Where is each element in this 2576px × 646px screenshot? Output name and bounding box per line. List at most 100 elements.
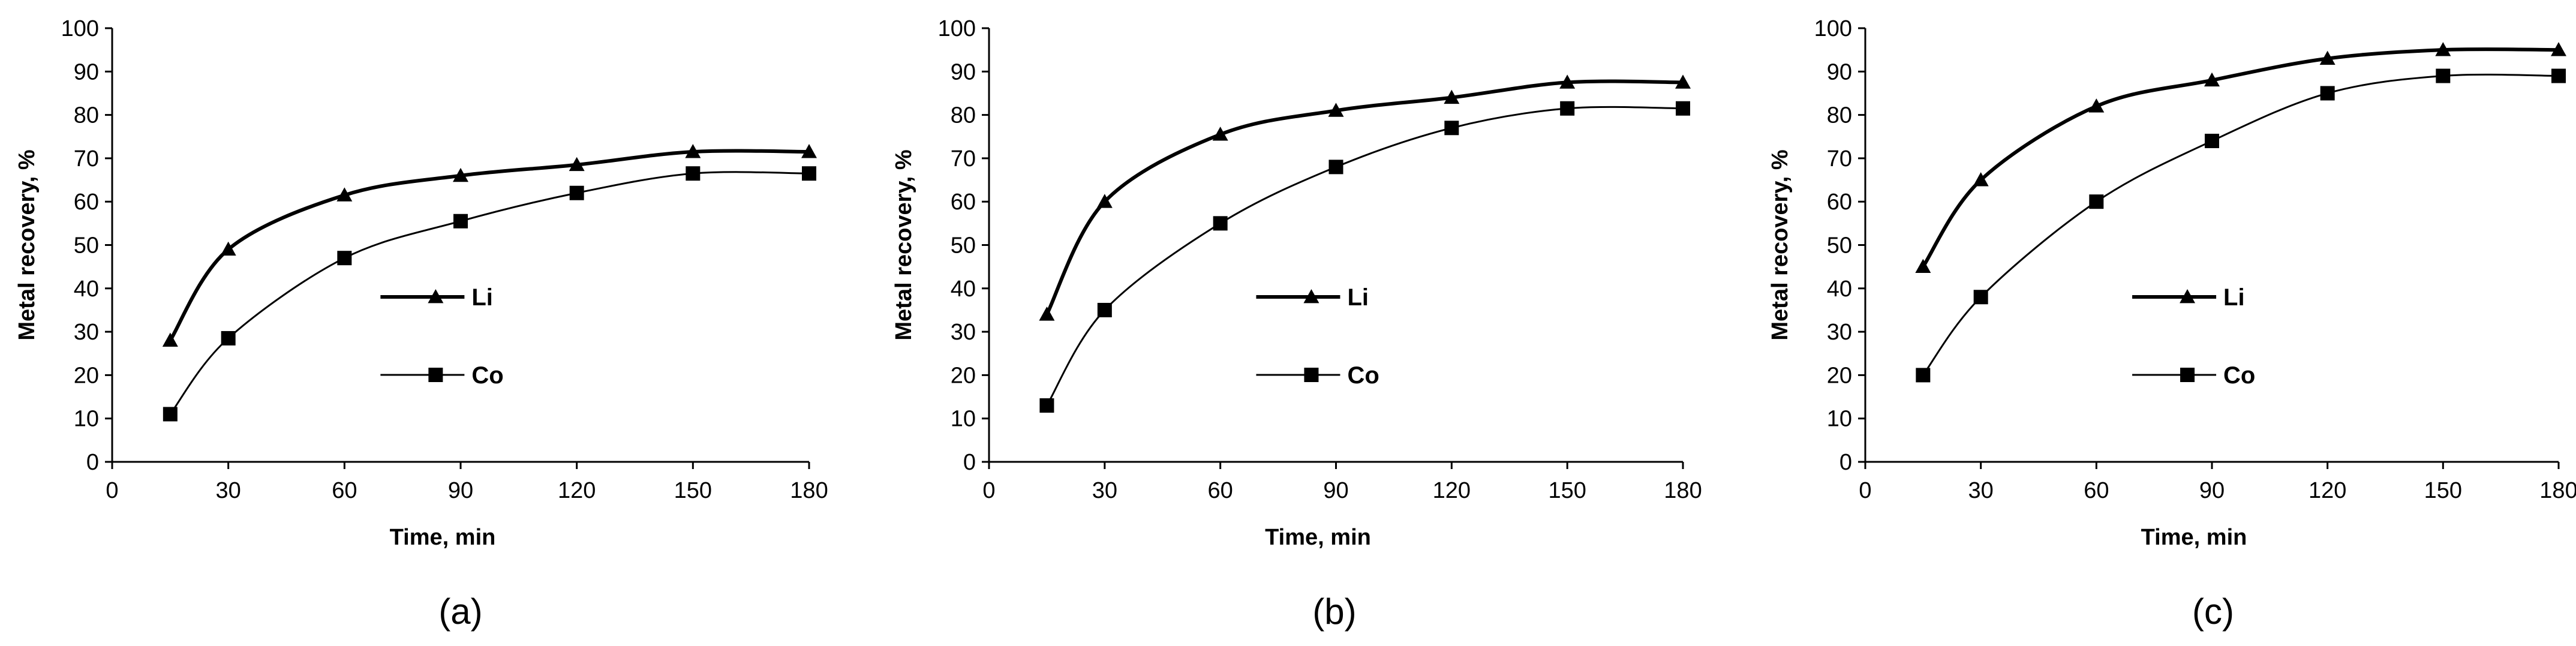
x-axis-label: Time, min <box>2141 525 2247 550</box>
legend-label-li: Li <box>471 284 493 311</box>
data-point-li <box>1559 74 1576 89</box>
y-tick-label: 20 <box>74 363 99 388</box>
data-point-co <box>2551 68 2566 83</box>
x-tick-label: 150 <box>1548 478 1586 503</box>
x-tick-label: 30 <box>1092 478 1117 503</box>
panel-caption: (b) <box>1312 591 1356 632</box>
data-point-li <box>162 332 178 347</box>
data-point-co <box>1039 398 1054 413</box>
series-line-co <box>1045 106 1684 407</box>
chart-panel-c: 0 10 20 30 40 50 60 70 80 90 100 0 30 60 90 120 150 180 Ti… <box>1768 16 2576 632</box>
data-point-co <box>163 407 178 422</box>
y-tick-label: 100 <box>61 16 99 41</box>
legend-marker-co <box>428 368 443 382</box>
data-point-co <box>337 251 352 266</box>
data-point-li <box>1212 127 1228 141</box>
y-tick-label: 0 <box>963 450 976 475</box>
data-point-li <box>1328 103 1344 117</box>
data-point-li <box>1675 74 1691 89</box>
series-line-co <box>1922 73 2560 376</box>
data-point-co <box>1676 101 1690 116</box>
series-line-li <box>1045 79 1685 317</box>
x-tick-label: 120 <box>1433 478 1471 503</box>
y-tick-label: 100 <box>938 16 976 41</box>
panel-caption: (c) <box>2192 591 2234 632</box>
y-tick-label: 20 <box>1827 363 1852 388</box>
y-tick-label: 0 <box>1839 450 1852 475</box>
legend-label-co: Co <box>1347 362 1379 389</box>
x-tick-label: 180 <box>1664 478 1702 503</box>
y-tick-label: 90 <box>951 59 976 85</box>
legend-label-co: Co <box>471 362 503 389</box>
series-line-li <box>1921 47 2560 269</box>
data-point-li <box>2088 98 2105 113</box>
x-tick-label: 90 <box>2199 478 2225 503</box>
y-tick-label: 50 <box>74 233 99 259</box>
x-tick-label: 150 <box>2424 478 2462 503</box>
y-tick-label: 30 <box>74 320 99 345</box>
data-point-co <box>221 330 236 345</box>
data-point-li <box>569 157 585 172</box>
legend-label-li: Li <box>1347 284 1369 311</box>
y-tick-label: 70 <box>1827 146 1852 172</box>
x-tick-label: 60 <box>2084 478 2109 503</box>
data-point-co <box>2205 133 2219 148</box>
data-point-li <box>1973 172 1989 187</box>
data-point-co <box>2436 68 2451 83</box>
y-tick-label: 10 <box>74 407 99 432</box>
data-point-li <box>1444 89 1460 104</box>
y-tick-label: 30 <box>951 320 976 345</box>
data-point-co <box>1916 368 1931 383</box>
x-tick-label: 90 <box>1323 478 1348 503</box>
x-tick-label: 60 <box>1208 478 1233 503</box>
y-tick-label: 90 <box>74 59 99 85</box>
y-tick-label: 50 <box>951 233 976 259</box>
legend-marker-co <box>1304 368 1319 382</box>
data-point-co <box>453 214 468 229</box>
data-point-li <box>453 167 468 182</box>
data-point-li <box>2319 50 2335 65</box>
chart-panel-b: 0 10 20 30 40 50 60 70 80 90 100 0 30 60 90 120 150 180 Ti… <box>891 16 1702 632</box>
y-tick-label: 60 <box>1827 190 1852 215</box>
y-tick-label: 20 <box>951 363 976 388</box>
x-tick-label: 0 <box>982 478 995 503</box>
y-tick-label: 50 <box>1827 233 1852 259</box>
data-point-co <box>2320 86 2335 101</box>
y-tick-label: 80 <box>951 103 976 128</box>
data-point-co <box>2089 194 2104 209</box>
y-tick-label: 70 <box>951 146 976 172</box>
x-tick-label: 90 <box>448 478 473 503</box>
x-axis-label: Time, min <box>390 525 496 550</box>
chart-panel-a: 0 10 20 30 40 50 60 70 80 90 100 0 30 60 90 120 150 180 Ti… <box>14 16 828 632</box>
y-tick-label: 30 <box>1827 320 1852 345</box>
y-tick-label: 100 <box>1814 16 1852 41</box>
x-tick-label: 180 <box>2539 478 2576 503</box>
data-point-li <box>220 241 236 256</box>
data-point-li <box>1096 194 1113 208</box>
x-tick-label: 120 <box>2309 478 2346 503</box>
data-point-co <box>1973 290 1988 305</box>
data-point-co <box>569 185 584 200</box>
x-tick-label: 0 <box>106 478 118 503</box>
y-tick-label: 80 <box>1827 103 1852 128</box>
x-tick-label: 120 <box>558 478 596 503</box>
data-point-li <box>2204 72 2220 87</box>
y-tick-label: 60 <box>74 190 99 215</box>
legend-label-co: Co <box>2223 362 2255 389</box>
data-point-li <box>336 187 353 202</box>
y-tick-label: 10 <box>951 407 976 432</box>
y-tick-label: 40 <box>74 277 99 302</box>
data-point-li <box>1039 307 1055 321</box>
x-axis-label: Time, min <box>1265 525 1371 550</box>
y-tick-label: 70 <box>74 146 99 172</box>
legend-label-li: Li <box>2223 284 2245 311</box>
data-point-li <box>2435 42 2451 56</box>
legend-marker-co <box>2180 368 2195 382</box>
y-tick-label: 0 <box>86 450 99 475</box>
data-point-co <box>1213 216 1228 231</box>
x-tick-label: 0 <box>1859 478 1871 503</box>
y-tick-label: 40 <box>951 277 976 302</box>
x-tick-label: 60 <box>332 478 357 503</box>
data-point-co <box>1444 121 1459 136</box>
